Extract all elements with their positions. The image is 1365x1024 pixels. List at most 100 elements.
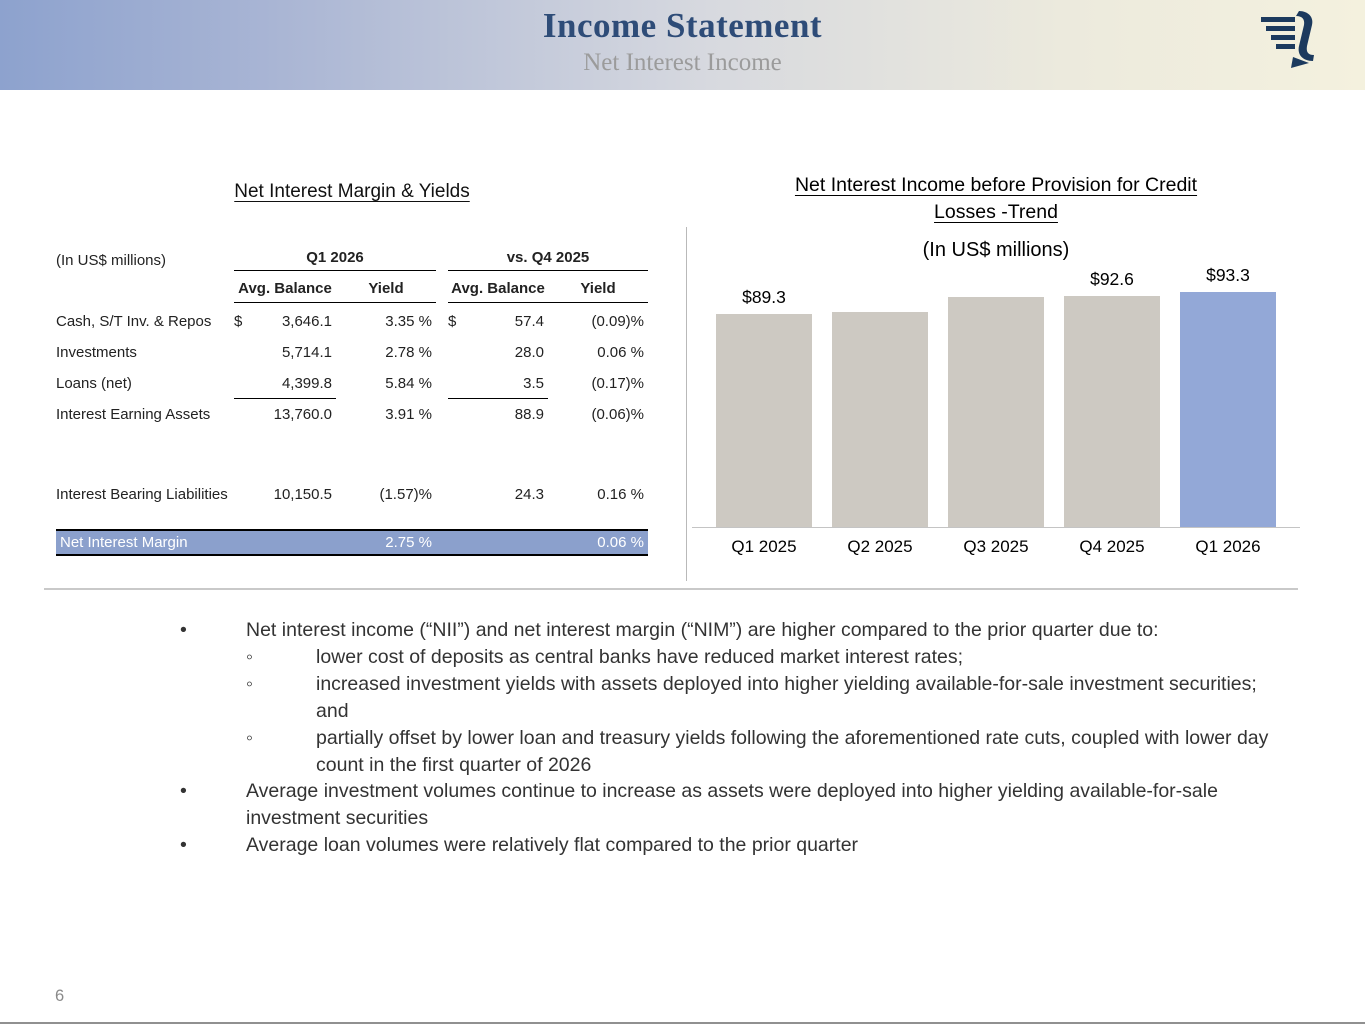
griffin-logo-icon: [1261, 11, 1314, 68]
avg-balance-value: 3,646.1: [281, 313, 332, 330]
bar-column: $89.3: [716, 287, 812, 527]
bar-q3-2025: [948, 296, 1044, 527]
bullet-marker: •: [180, 619, 187, 641]
row-label: Net Interest Margin: [60, 534, 188, 551]
avg-balance-value: 24.3: [514, 485, 544, 503]
bar-column: [948, 270, 1044, 527]
yield-value: 0.16 %: [597, 485, 644, 503]
row-label: Loans (net): [56, 375, 132, 392]
bullet-item: • Average investment volumes continue to …: [180, 778, 1288, 832]
table-row-investments: Investments 5,714.1 2.78 % 28.0 0.06 %: [56, 337, 648, 368]
avg-balance-value: 3.5: [462, 368, 548, 399]
vertical-divider: [686, 227, 687, 581]
subheader-yield: Yield: [336, 275, 436, 303]
avg-balance-value: 13,760.0: [273, 406, 332, 423]
bullet-text: partially offset by lower loan and treas…: [316, 726, 1269, 776]
table-row-cash: Cash, S/T Inv. & Repos $ 3,646.1 3.35 % …: [56, 306, 648, 337]
yield-value: 2.75 %: [385, 534, 432, 551]
avg-balance-value: 5,714.1: [281, 344, 332, 361]
table-row-loans: Loans (net) 4,399.8 5.84 % 3.5 (0.17)%: [56, 368, 648, 399]
currency-symbol: $: [234, 313, 243, 330]
bullet-text: Average investment volumes continue to i…: [246, 780, 1218, 830]
row-label: Interest Earning Assets: [56, 406, 211, 423]
currency-symbol: [448, 368, 462, 399]
bar-q1-2025: [716, 313, 812, 527]
net-interest-margin-table: Net Interest Margin & Yields (In US$ mil…: [56, 181, 648, 556]
slide-header: Income Statement Net Interest Income: [0, 0, 1365, 90]
page-subtitle: Net Interest Income: [583, 49, 782, 76]
page-title: Income Statement: [542, 6, 823, 45]
sub-bullet-item: ◦ increased investment yields with assets…: [246, 671, 1288, 725]
currency-symbol: [234, 337, 248, 368]
bullet-item: • Average loan volumes were relatively fl…: [180, 832, 1288, 859]
currency-symbol: [234, 368, 248, 399]
bullet-text: Net interest income (“NII”) and net inte…: [246, 619, 1159, 641]
subheader-yield: Yield: [548, 275, 648, 303]
yield-value: 0.06 %: [597, 344, 644, 361]
x-axis-label: Q4 2025: [1079, 536, 1145, 556]
yield-value: (0.17)%: [591, 375, 644, 392]
table-row-interest-bearing-liabilities: Interest Bearing Liabilities 10,150.5 (1…: [56, 456, 648, 506]
bar-q2-2025: [832, 311, 928, 527]
chart-title-line-1: Net Interest Income before Provision for…: [794, 174, 1198, 196]
bar-q1-2026: [1180, 291, 1276, 527]
nii-trend-chart: Net Interest Income before Provision for…: [692, 172, 1300, 557]
yield-value: 3.91 %: [385, 406, 432, 423]
bar-column: $93.3: [1180, 265, 1276, 527]
chart-title: Net Interest Income before Provision for…: [692, 172, 1300, 227]
currency-symbol: $: [448, 313, 457, 330]
currency-symbol: [448, 399, 462, 430]
bullet-marker: •: [180, 780, 187, 803]
sub-bullet-item: ◦ partially offset by lower loan and trea…: [246, 725, 1288, 779]
bullet-text: Average loan volumes were relatively fla…: [246, 834, 859, 857]
currency-symbol: [448, 456, 462, 506]
table-group-header-row: (In US$ millions) Q1 2026 vs. Q4 2025: [56, 249, 648, 271]
bullet-list: • Net interest income (“NII”) and net int…: [180, 617, 1288, 859]
sub-bullet-item: ◦ lower cost of deposits as central banks…: [246, 644, 1288, 671]
page-number: 6: [55, 987, 65, 1005]
yield-value: (1.57)%: [379, 485, 432, 503]
avg-balance-value: 88.9: [514, 406, 544, 423]
subheader-avg-balance: Avg. Balance: [234, 275, 336, 303]
net-interest-margin-row: Net Interest Margin 2.75 % 0.06 %: [56, 529, 648, 556]
yield-value: (0.06)%: [591, 406, 644, 423]
table-subheader-row: Avg. Balance Yield Avg. Balance Yield: [56, 275, 648, 303]
yield-value: 2.78 %: [385, 344, 432, 361]
yield-value: 5.84 %: [385, 375, 432, 392]
avg-balance-value: 28.0: [514, 344, 544, 361]
table-units-label: (In US$ millions): [56, 251, 167, 269]
bar-column: [832, 285, 928, 527]
column-group-q1-2026: Q1 2026: [234, 249, 436, 271]
table-row-interest-earning-assets: Interest Earning Assets 13,760.0 3.91 % …: [56, 399, 648, 430]
bullet-marker: ◦: [246, 726, 253, 749]
table-title: Net Interest Margin & Yields: [234, 181, 470, 202]
bullet-item: • Net interest income (“NII”) and net int…: [180, 617, 1288, 644]
row-label: Investments: [56, 344, 137, 361]
bar-value-label: $89.3: [742, 286, 786, 307]
bullet-text: lower cost of deposits as central banks …: [316, 645, 964, 668]
currency-symbol: [234, 399, 248, 430]
x-axis-label: Q1 2025: [731, 536, 797, 556]
avg-balance-value: 4,399.8: [248, 368, 336, 399]
currency-symbol: [234, 456, 248, 506]
yield-value: 0.06 %: [597, 534, 644, 551]
x-axis-label: Q1 2026: [1195, 536, 1261, 556]
currency-symbol: [448, 337, 462, 368]
column-group-vs-q4-2025: vs. Q4 2025: [448, 249, 648, 271]
horizontal-divider: [44, 588, 1298, 590]
bar-plot: $89.3 $92.6 $93.3: [692, 265, 1300, 528]
yield-value: 3.35 %: [385, 313, 432, 330]
row-label: Cash, S/T Inv. & Repos: [56, 313, 212, 330]
bullet-marker: ◦: [246, 645, 253, 668]
x-axis-label: Q2 2025: [847, 536, 913, 556]
avg-balance-value: 10,150.5: [273, 485, 332, 503]
chart-units-label: (In US$ millions): [922, 238, 1070, 261]
bullet-text: increased investment yields with assets …: [316, 672, 1257, 722]
bar-value-label: $93.3: [1206, 264, 1250, 285]
row-label: Interest Bearing Liabilities: [56, 485, 228, 503]
bullet-marker: ◦: [246, 672, 253, 695]
bullet-marker: •: [180, 834, 187, 857]
chart-title-line-2: Losses -Trend: [934, 201, 1058, 224]
x-axis-label: Q3 2025: [963, 536, 1029, 556]
